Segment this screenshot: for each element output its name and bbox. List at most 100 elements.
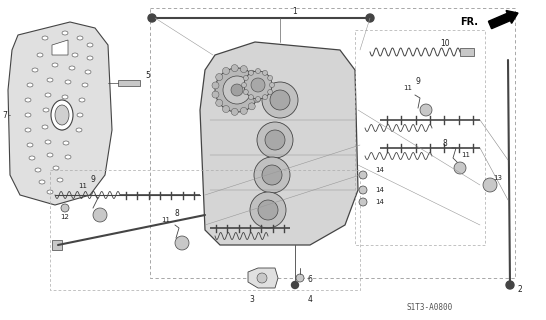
Circle shape xyxy=(223,76,251,104)
Ellipse shape xyxy=(25,128,31,132)
Circle shape xyxy=(250,192,286,228)
Circle shape xyxy=(265,130,285,150)
Text: 10: 10 xyxy=(440,38,450,47)
Ellipse shape xyxy=(62,31,68,35)
Circle shape xyxy=(231,65,238,72)
Ellipse shape xyxy=(85,70,91,74)
Ellipse shape xyxy=(52,63,58,67)
Circle shape xyxy=(359,198,367,206)
Circle shape xyxy=(256,97,260,101)
Ellipse shape xyxy=(57,48,63,52)
Circle shape xyxy=(244,76,248,81)
Circle shape xyxy=(268,76,272,81)
Bar xyxy=(118,80,140,86)
Text: FR.: FR. xyxy=(460,17,478,27)
Ellipse shape xyxy=(53,166,59,170)
Ellipse shape xyxy=(45,140,51,144)
Ellipse shape xyxy=(77,36,83,40)
Text: 8: 8 xyxy=(175,210,180,219)
Ellipse shape xyxy=(51,100,73,130)
Ellipse shape xyxy=(47,153,53,157)
Circle shape xyxy=(296,274,304,282)
Polygon shape xyxy=(200,42,358,245)
Circle shape xyxy=(420,104,432,116)
Circle shape xyxy=(148,14,156,22)
Circle shape xyxy=(262,82,298,118)
Text: 14: 14 xyxy=(376,199,384,205)
Text: 14: 14 xyxy=(376,167,384,173)
Circle shape xyxy=(248,95,253,100)
Circle shape xyxy=(454,162,466,174)
Circle shape xyxy=(215,68,259,112)
Ellipse shape xyxy=(35,168,41,172)
Circle shape xyxy=(216,74,223,81)
Circle shape xyxy=(256,68,260,74)
Ellipse shape xyxy=(55,105,69,125)
Text: 7: 7 xyxy=(3,110,8,119)
Ellipse shape xyxy=(65,155,71,159)
Ellipse shape xyxy=(29,156,35,160)
Ellipse shape xyxy=(27,83,33,87)
Ellipse shape xyxy=(69,66,75,70)
Circle shape xyxy=(212,82,219,89)
Text: 9: 9 xyxy=(91,175,96,185)
Ellipse shape xyxy=(43,108,49,112)
Circle shape xyxy=(268,90,272,94)
Circle shape xyxy=(257,122,293,158)
Circle shape xyxy=(248,70,253,76)
Ellipse shape xyxy=(42,36,48,40)
Text: 11: 11 xyxy=(79,183,87,189)
Circle shape xyxy=(263,95,268,100)
Ellipse shape xyxy=(87,56,93,60)
Text: 6: 6 xyxy=(307,276,312,284)
Circle shape xyxy=(263,70,268,76)
Circle shape xyxy=(359,171,367,179)
Text: 14: 14 xyxy=(376,187,384,193)
Ellipse shape xyxy=(62,95,68,99)
Text: 12: 12 xyxy=(61,214,69,220)
Circle shape xyxy=(231,84,243,96)
Circle shape xyxy=(359,186,367,194)
Text: 13: 13 xyxy=(494,175,502,181)
Circle shape xyxy=(506,281,514,289)
Polygon shape xyxy=(52,40,68,55)
Text: 4: 4 xyxy=(307,295,312,305)
Ellipse shape xyxy=(57,178,63,182)
Bar xyxy=(52,240,62,250)
Ellipse shape xyxy=(87,43,93,47)
Ellipse shape xyxy=(45,93,51,97)
Circle shape xyxy=(256,86,263,93)
Circle shape xyxy=(248,70,255,77)
Circle shape xyxy=(244,71,272,99)
Text: 2: 2 xyxy=(518,285,523,294)
Ellipse shape xyxy=(47,78,53,82)
Circle shape xyxy=(253,95,260,102)
Circle shape xyxy=(258,200,278,220)
Ellipse shape xyxy=(27,143,33,147)
Circle shape xyxy=(61,204,69,212)
Ellipse shape xyxy=(72,53,78,57)
Text: 3: 3 xyxy=(250,295,254,305)
Ellipse shape xyxy=(76,128,82,132)
Circle shape xyxy=(244,90,248,94)
Circle shape xyxy=(231,108,238,116)
Ellipse shape xyxy=(60,111,66,115)
Text: 11: 11 xyxy=(403,85,412,91)
Circle shape xyxy=(223,106,229,113)
FancyArrow shape xyxy=(489,11,518,29)
Ellipse shape xyxy=(39,180,45,184)
Circle shape xyxy=(216,100,223,107)
Ellipse shape xyxy=(65,80,71,84)
Circle shape xyxy=(366,14,374,22)
Text: 11: 11 xyxy=(461,152,471,158)
Text: 8: 8 xyxy=(443,139,447,148)
Circle shape xyxy=(257,273,267,283)
Ellipse shape xyxy=(37,53,43,57)
Circle shape xyxy=(212,91,219,98)
Text: 11: 11 xyxy=(162,217,170,223)
Ellipse shape xyxy=(25,113,31,117)
Text: S1T3-A0800: S1T3-A0800 xyxy=(407,303,453,313)
Ellipse shape xyxy=(63,141,69,145)
Circle shape xyxy=(248,103,255,110)
Circle shape xyxy=(251,78,265,92)
